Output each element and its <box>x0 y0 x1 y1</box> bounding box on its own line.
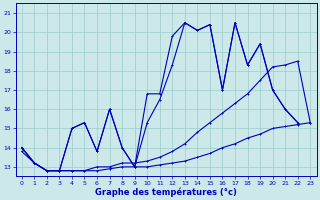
X-axis label: Graphe des températures (°c): Graphe des températures (°c) <box>95 187 237 197</box>
